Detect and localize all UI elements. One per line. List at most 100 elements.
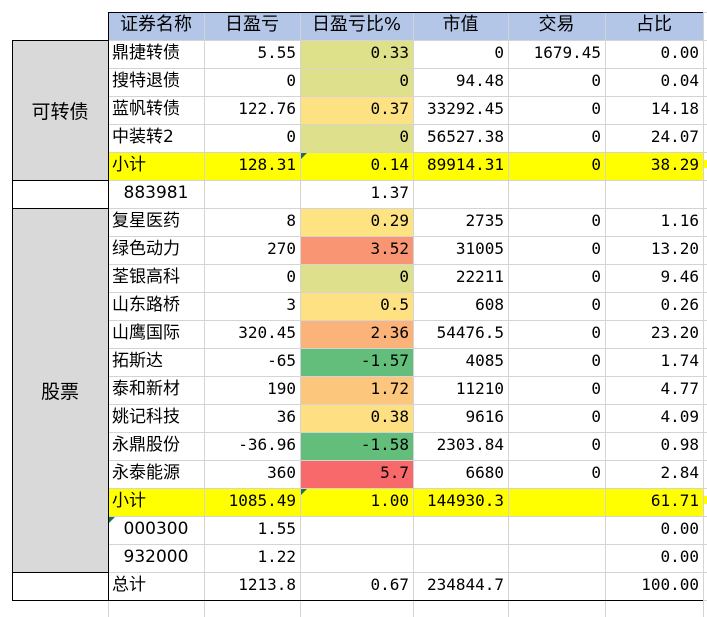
row-name-cell[interactable]: 932000 bbox=[123, 547, 189, 567]
data-cell[interactable]: 190 bbox=[267, 379, 296, 398]
row-name-cell[interactable]: 拓斯达 bbox=[112, 351, 163, 371]
data-cell[interactable]: 4.77 bbox=[660, 379, 699, 398]
data-cell[interactable]: 94.48 bbox=[455, 71, 504, 90]
data-cell[interactable] bbox=[508, 488, 605, 516]
row-name-cell[interactable]: 永鼎股份 bbox=[112, 435, 180, 455]
data-cell[interactable]: 0 bbox=[591, 155, 601, 174]
data-cell[interactable] bbox=[300, 516, 413, 544]
data-cell[interactable]: 0 bbox=[591, 127, 601, 146]
row-name-cell[interactable]: 泰和新材 bbox=[112, 379, 180, 399]
data-cell[interactable]: 1.00 bbox=[370, 491, 409, 510]
data-cell[interactable]: -1.57 bbox=[300, 348, 413, 376]
data-cell[interactable]: 0.37 bbox=[300, 96, 413, 124]
data-cell[interactable]: 0 bbox=[591, 323, 601, 342]
data-cell[interactable]: 0.14 bbox=[370, 155, 409, 174]
data-cell[interactable]: 0.29 bbox=[300, 208, 413, 236]
data-cell[interactable]: 0.33 bbox=[300, 40, 413, 68]
data-cell[interactable]: 0 bbox=[286, 71, 296, 90]
data-cell[interactable]: 0.04 bbox=[660, 71, 699, 90]
row-name-cell[interactable]: 小计 bbox=[112, 155, 146, 175]
data-cell[interactable]: 14.18 bbox=[650, 99, 699, 118]
data-cell[interactable]: 122.76 bbox=[238, 99, 296, 118]
data-cell[interactable]: 1.22 bbox=[257, 547, 296, 566]
data-cell[interactable]: 2303.84 bbox=[436, 435, 504, 454]
data-cell[interactable]: 0.26 bbox=[660, 295, 699, 314]
data-cell[interactable]: 144930.3 bbox=[426, 491, 504, 510]
row-name-cell[interactable]: 绿色动力 bbox=[112, 239, 180, 259]
data-cell[interactable]: 0.00 bbox=[660, 43, 699, 62]
header-cell[interactable]: 交易 bbox=[538, 14, 575, 35]
row-name-cell[interactable]: 小计 bbox=[112, 491, 146, 511]
data-cell[interactable]: 0 bbox=[591, 99, 601, 118]
data-cell[interactable]: 2.36 bbox=[300, 320, 413, 348]
row-name-cell[interactable]: 中装转2 bbox=[112, 127, 174, 147]
data-cell[interactable]: 0.98 bbox=[660, 435, 699, 454]
data-cell[interactable] bbox=[605, 180, 703, 208]
group-label-stocks[interactable]: 股票 bbox=[12, 208, 108, 572]
data-cell[interactable]: 100.00 bbox=[641, 575, 699, 594]
data-cell[interactable]: 0.00 bbox=[660, 519, 699, 538]
group-label-convertible[interactable]: 可转债 bbox=[12, 40, 108, 180]
data-cell[interactable]: 11210 bbox=[455, 379, 504, 398]
data-cell[interactable]: 0 bbox=[591, 463, 601, 482]
data-cell[interactable]: 4.09 bbox=[660, 407, 699, 426]
data-cell[interactable] bbox=[300, 544, 413, 572]
data-cell[interactable]: 3.52 bbox=[300, 236, 413, 264]
data-cell[interactable]: -1.58 bbox=[300, 432, 413, 460]
data-cell[interactable]: 0 bbox=[286, 267, 296, 286]
row-name-cell[interactable]: 山鹰国际 bbox=[112, 323, 180, 343]
data-cell[interactable]: 33292.45 bbox=[426, 99, 504, 118]
data-cell[interactable]: 1.37 bbox=[370, 183, 409, 202]
header-cell[interactable]: 占比 bbox=[636, 14, 672, 35]
data-cell[interactable]: 38.29 bbox=[650, 155, 699, 174]
data-cell[interactable]: 0 bbox=[494, 43, 504, 62]
data-cell[interactable]: 36 bbox=[276, 407, 296, 426]
row-name-cell[interactable]: 883981 bbox=[123, 183, 189, 203]
data-cell[interactable]: 5.55 bbox=[257, 43, 296, 62]
data-cell[interactable]: 23.20 bbox=[650, 323, 699, 342]
data-cell[interactable]: 9616 bbox=[465, 407, 504, 426]
data-cell[interactable]: 0 bbox=[591, 379, 601, 398]
data-cell[interactable] bbox=[508, 180, 605, 208]
header-cell[interactable]: 日盈亏比% bbox=[311, 14, 402, 35]
data-cell[interactable]: 0 bbox=[300, 124, 413, 152]
data-cell[interactable]: 13.20 bbox=[650, 239, 699, 258]
data-cell[interactable]: 320.45 bbox=[238, 323, 296, 342]
data-cell[interactable] bbox=[413, 516, 508, 544]
data-cell[interactable]: 3 bbox=[286, 295, 296, 314]
data-cell[interactable]: 0 bbox=[591, 211, 601, 230]
row-name-cell[interactable]: 蓝帆转债 bbox=[112, 99, 180, 119]
data-cell[interactable]: 0.38 bbox=[300, 404, 413, 432]
data-cell[interactable]: 1.72 bbox=[300, 376, 413, 404]
data-cell[interactable]: 56527.38 bbox=[426, 127, 504, 146]
row-name-cell[interactable]: 搜特退债 bbox=[112, 71, 180, 91]
row-name-cell[interactable]: 复星医药 bbox=[112, 211, 180, 231]
header-cell[interactable]: 市值 bbox=[442, 14, 479, 35]
data-cell[interactable]: 1.74 bbox=[660, 351, 699, 370]
row-name-cell[interactable]: 总计 bbox=[112, 575, 146, 595]
data-cell[interactable]: 9.46 bbox=[660, 267, 699, 286]
data-cell[interactable]: 0 bbox=[591, 239, 601, 258]
row-name-cell[interactable]: 荃银高科 bbox=[112, 267, 180, 287]
data-cell[interactable] bbox=[413, 180, 508, 208]
data-cell[interactable]: 0 bbox=[286, 127, 296, 146]
data-cell[interactable]: 0.00 bbox=[660, 547, 699, 566]
data-cell[interactable]: 0 bbox=[591, 407, 601, 426]
data-cell[interactable]: 1.55 bbox=[257, 519, 296, 538]
row-name-cell[interactable]: 000300 bbox=[123, 519, 189, 539]
data-cell[interactable]: 54476.5 bbox=[436, 323, 504, 342]
data-cell[interactable] bbox=[204, 180, 300, 208]
data-cell[interactable]: 0 bbox=[300, 68, 413, 96]
data-cell[interactable]: 1213.8 bbox=[238, 575, 296, 594]
row-name-cell[interactable]: 鼎捷转债 bbox=[112, 43, 180, 63]
data-cell[interactable]: 0 bbox=[591, 267, 601, 286]
data-cell[interactable]: -36.96 bbox=[238, 435, 296, 454]
data-cell[interactable]: 31005 bbox=[455, 239, 504, 258]
data-cell[interactable] bbox=[508, 544, 605, 572]
data-cell[interactable]: 0.5 bbox=[300, 292, 413, 320]
data-cell[interactable]: 1679.45 bbox=[533, 43, 601, 62]
data-cell[interactable]: 360 bbox=[267, 463, 296, 482]
data-cell[interactable]: 6680 bbox=[465, 463, 504, 482]
data-cell[interactable]: 5.7 bbox=[300, 460, 413, 488]
